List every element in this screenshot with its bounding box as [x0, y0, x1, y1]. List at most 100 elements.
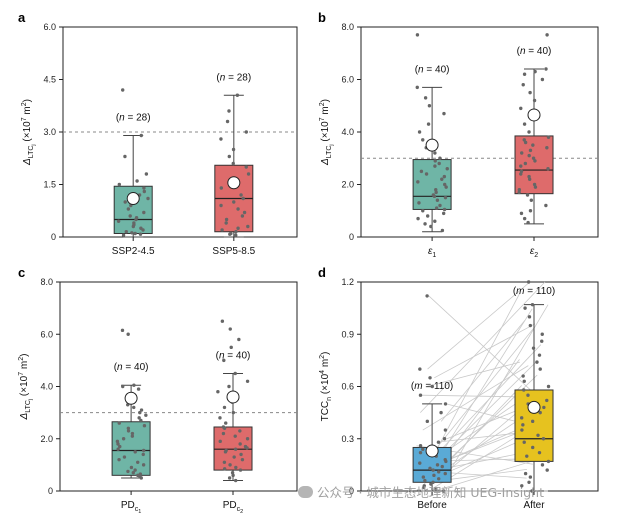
data-point	[421, 209, 425, 213]
y-tick-label: 0	[349, 232, 354, 242]
data-point	[142, 210, 146, 215]
paired-line	[428, 295, 541, 400]
paired-line	[426, 344, 542, 466]
data-point	[138, 232, 143, 236]
data-point	[434, 188, 438, 192]
data-point	[540, 77, 545, 82]
data-point	[129, 465, 134, 470]
y-tick-label: 3.0	[43, 127, 56, 137]
data-point	[441, 211, 446, 216]
data-point	[221, 431, 226, 436]
data-point	[122, 455, 127, 459]
data-point	[126, 469, 130, 474]
panel-label: a	[18, 10, 26, 25]
data-point	[243, 444, 248, 449]
data-point	[523, 161, 528, 166]
data-point	[544, 203, 548, 208]
data-point	[121, 233, 126, 237]
x-tick-label: ε2	[530, 246, 538, 259]
data-point	[425, 419, 430, 424]
paired-line	[421, 394, 527, 398]
data-point	[546, 459, 551, 464]
panel-d: d 0 0.3 0.6 0.9 1.2 TCCn (×104 m2) (m = 110) Bef…	[318, 265, 599, 511]
panel-label: b	[318, 10, 326, 25]
data-point	[428, 466, 432, 471]
data-point	[234, 465, 238, 470]
data-point	[117, 457, 121, 462]
data-point	[546, 135, 551, 139]
data-point	[444, 185, 448, 189]
data-point	[545, 146, 549, 150]
data-point	[237, 337, 241, 342]
data-point	[519, 172, 523, 176]
data-point	[545, 33, 549, 37]
data-point	[439, 410, 443, 415]
data-point	[440, 177, 444, 181]
data-point	[521, 83, 525, 87]
data-point	[141, 448, 146, 453]
data-point	[442, 207, 447, 212]
data-point	[521, 423, 525, 427]
data-point	[527, 315, 532, 319]
data-point	[531, 346, 536, 350]
data-point	[228, 327, 232, 331]
data-point	[236, 207, 240, 211]
data-point	[428, 376, 432, 380]
data-point	[221, 425, 226, 429]
data-point	[116, 442, 120, 446]
panel-c: c 0 2.0 4.0 6.0 8.0 ΔLTCj (×107 m2) (n = 40) PDc…	[18, 265, 298, 515]
data-point	[443, 471, 447, 476]
data-point	[115, 439, 120, 444]
data-point	[537, 353, 542, 357]
data-point	[423, 222, 427, 226]
panel-a: a 0 1.5 3.0 4.5 6.0 ΔLTCj (×107 m2) (n = 28) SSP…	[18, 10, 298, 257]
data-point	[522, 388, 526, 392]
data-point	[135, 179, 139, 183]
data-point	[432, 473, 436, 478]
data-point	[132, 383, 136, 387]
paired-line	[427, 281, 531, 370]
data-point	[435, 463, 440, 467]
data-point	[433, 151, 437, 155]
data-point	[437, 470, 441, 474]
data-point	[433, 219, 437, 223]
data-point	[138, 410, 142, 415]
y-tick-label: 6.0	[43, 22, 56, 32]
data-point	[236, 226, 240, 230]
data-point	[146, 196, 150, 201]
x-tick-label: PDc2	[223, 500, 243, 515]
sample-size-label: (n = 40)	[415, 64, 450, 75]
category-1: (n = 28) SSP5-8.5	[212, 72, 255, 257]
data-point	[244, 165, 248, 169]
data-point	[231, 147, 236, 152]
x-tick-label: ε1	[428, 246, 436, 259]
data-point	[440, 464, 444, 469]
panel-label: d	[318, 265, 326, 280]
data-point	[443, 428, 448, 432]
data-point	[425, 214, 430, 218]
data-point	[433, 487, 437, 491]
data-point	[117, 421, 121, 425]
data-point	[431, 193, 436, 197]
data-point	[229, 345, 233, 350]
data-point	[239, 452, 243, 457]
data-point	[134, 216, 139, 220]
data-point	[442, 174, 447, 179]
y-tick-label: 0.9	[341, 329, 354, 339]
category-1: (n = 40) ε2	[514, 33, 554, 259]
data-point	[131, 471, 135, 475]
data-point	[219, 137, 223, 141]
data-point	[415, 33, 420, 37]
data-point	[139, 133, 143, 138]
data-point	[418, 461, 422, 465]
data-point	[531, 143, 535, 147]
mean-marker	[124, 391, 138, 405]
data-point	[433, 164, 437, 168]
data-point	[224, 421, 228, 425]
data-point	[233, 447, 238, 451]
data-point	[538, 367, 542, 371]
mean-marker	[425, 444, 439, 458]
data-point	[116, 447, 120, 451]
data-point	[443, 182, 447, 187]
data-point	[546, 384, 551, 389]
